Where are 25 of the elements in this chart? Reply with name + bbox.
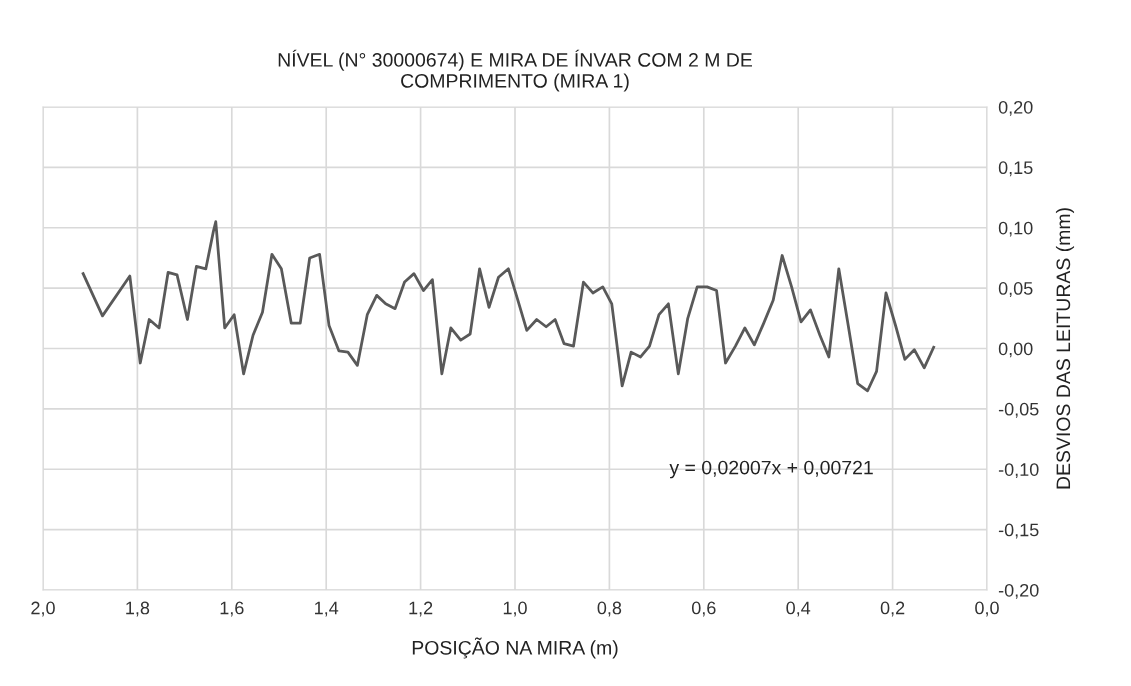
x-tick-label: 1,6 xyxy=(220,601,244,617)
x-tick-label: 1,8 xyxy=(126,601,150,617)
x-tick-label: 0,0 xyxy=(975,601,999,617)
y-tick-label: -0,05 xyxy=(998,402,1039,418)
y-tick-label: 0,05 xyxy=(998,282,1033,297)
x-tick-label: 1,4 xyxy=(315,601,339,617)
y-tick-label: -0,15 xyxy=(998,523,1039,539)
chart-title: NÍVEL (N° 30000674) E MIRA DE ÍNVAR COM 2 M DE COMPRIMENTO (MIRA 1) xyxy=(278,49,753,92)
x-tick-label: 0,8 xyxy=(597,601,622,617)
line-series xyxy=(81,220,936,393)
x-tick-label: 1,0 xyxy=(503,601,527,617)
x-axis-title: POSIÇÃO NA MIRA (m) xyxy=(412,637,618,659)
x-tick-label: 0,6 xyxy=(691,601,716,617)
annotation: y = 0,02007x + 0,00721 xyxy=(669,460,873,479)
y-tick-label: 0,20 xyxy=(998,100,1033,116)
y-tick-label: -0,10 xyxy=(998,463,1039,479)
x-tick-label: 0,2 xyxy=(880,601,905,617)
x-tick-label: 2,0 xyxy=(31,601,55,617)
x-tick-label: 1,2 xyxy=(409,601,433,617)
y-axis-title: DESVIOS DAS LEITURAS (mm) xyxy=(1055,208,1075,489)
x-tick-label: 0,4 xyxy=(786,601,811,617)
y-tick-label: 0,15 xyxy=(998,161,1033,177)
y-tick-label: 0,10 xyxy=(998,221,1033,237)
y-tick-label: 0,00 xyxy=(998,342,1033,358)
y-tick-label: -0,20 xyxy=(998,583,1039,599)
